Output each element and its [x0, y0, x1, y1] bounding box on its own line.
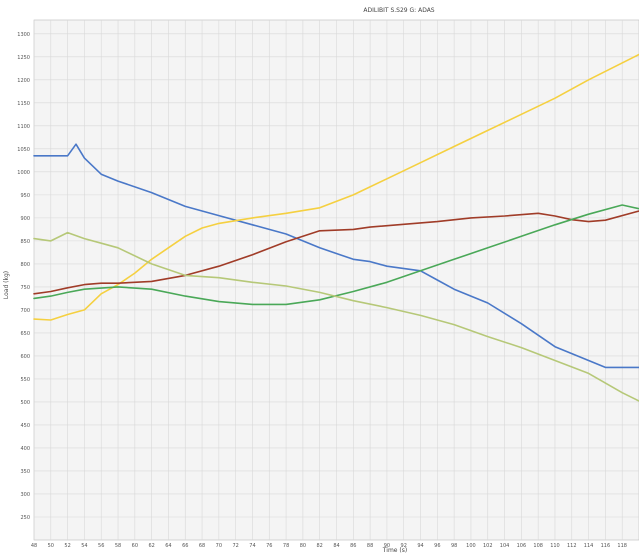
y-tick-label: 900 — [20, 216, 30, 222]
x-tick-label: 98 — [451, 543, 457, 549]
x-tick-label: 70 — [216, 543, 222, 549]
y-tick-label: 1200 — [17, 78, 30, 84]
x-tick-label: 78 — [283, 543, 289, 549]
y-tick-label: 1250 — [17, 55, 30, 61]
y-tick-label: 1050 — [17, 147, 30, 153]
y-tick-label: 350 — [20, 469, 30, 475]
x-tick-label: 82 — [317, 543, 323, 549]
x-tick-label: 86 — [350, 543, 356, 549]
y-tick-label: 750 — [20, 285, 30, 291]
x-tick-label: 110 — [550, 543, 560, 549]
y-tick-label: 250 — [20, 515, 30, 521]
y-tick-label: 800 — [20, 262, 30, 268]
y-tick-label: 1000 — [17, 170, 30, 176]
series-line-5 — [33, 231, 639, 402]
series-lines — [33, 53, 639, 402]
x-tick-label: 108 — [533, 543, 543, 549]
x-tick-label: 64 — [165, 543, 171, 549]
y-tick-label: 950 — [20, 193, 30, 199]
y-tick-label: 600 — [20, 354, 30, 360]
x-tick-label: 114 — [584, 543, 594, 549]
x-tick-label: 116 — [601, 543, 611, 549]
x-axis-ticks: 48 50 52 54 56 58 60 62 64 66 68 70 72 74 76 78 80 82 84 86… — [31, 543, 627, 549]
series-line-4 — [33, 204, 639, 306]
x-tick-label: 60 — [132, 543, 138, 549]
series-line-2 — [33, 53, 639, 321]
x-tick-label: 84 — [333, 543, 339, 549]
x-tick-label: 54 — [81, 543, 87, 549]
y-tick-label: 1300 — [17, 32, 30, 38]
x-tick-label: 100 — [466, 543, 476, 549]
y-tick-label: 450 — [20, 423, 30, 429]
x-tick-label: 112 — [567, 543, 577, 549]
x-tick-label: 62 — [148, 543, 154, 549]
y-tick-label: 1100 — [17, 124, 30, 130]
x-tick-label: 106 — [517, 543, 527, 549]
series-line-1 — [33, 143, 639, 369]
y-tick-label: 700 — [20, 308, 30, 314]
x-tick-label: 90 — [384, 543, 390, 549]
x-tick-label: 58 — [115, 543, 121, 549]
chart-title: ADILIBIT S.S29 G: ADAS — [363, 7, 434, 14]
x-tick-label: 66 — [182, 543, 188, 549]
x-tick-label: 102 — [483, 543, 493, 549]
y-tick-label: 400 — [20, 446, 30, 452]
y-axis-label: Load (kg) — [3, 271, 10, 299]
x-tick-label: 88 — [367, 543, 373, 549]
series-line-3 — [33, 210, 639, 295]
x-tick-label: 92 — [401, 543, 407, 549]
y-tick-label: 500 — [20, 400, 30, 406]
x-tick-label: 80 — [300, 543, 306, 549]
y-axis-ticks: 250 300 350 400 450 500 550 600 650 700 750 800 850 9… — [17, 32, 30, 521]
x-tick-label: 48 — [31, 543, 37, 549]
x-tick-label: 50 — [48, 543, 54, 549]
x-tick-label: 74 — [249, 543, 255, 549]
y-tick-label: 300 — [20, 492, 30, 498]
x-tick-label: 72 — [232, 543, 238, 549]
x-tick-label: 52 — [64, 543, 70, 549]
x-tick-label: 76 — [266, 543, 272, 549]
y-tick-label: 850 — [20, 239, 30, 245]
x-tick-label: 56 — [98, 543, 104, 549]
y-tick-label: 1150 — [17, 101, 30, 107]
x-tick-label: 96 — [434, 543, 440, 549]
grid — [33, 20, 639, 540]
y-tick-label: 650 — [20, 331, 30, 337]
x-tick-label: 118 — [617, 543, 627, 549]
x-tick-label: 94 — [417, 543, 423, 549]
y-tick-label: 550 — [20, 377, 30, 383]
x-tick-label: 104 — [500, 543, 510, 549]
x-tick-label: 68 — [199, 543, 205, 549]
x-axis-label: Time (s) — [382, 547, 407, 554]
